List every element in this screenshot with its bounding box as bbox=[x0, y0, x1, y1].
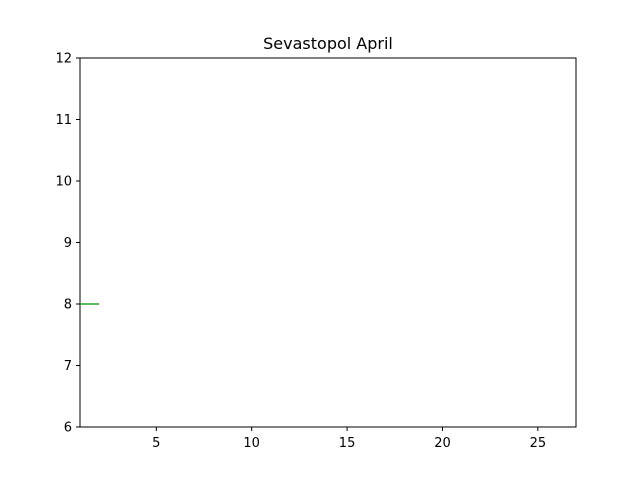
y-tick-label: 12 bbox=[55, 52, 72, 67]
x-tick-label: 20 bbox=[434, 436, 451, 451]
y-tick-label: 8 bbox=[64, 298, 72, 313]
x-tick-label: 5 bbox=[152, 436, 160, 451]
y-tick-label: 9 bbox=[64, 236, 72, 251]
x-axis: 5 10 15 20 25 bbox=[152, 427, 546, 451]
y-tick-label: 7 bbox=[64, 359, 72, 374]
x-tick-label: 10 bbox=[243, 436, 260, 451]
y-tick-label: 11 bbox=[55, 113, 72, 128]
y-axis: 6 7 8 9 10 11 12 bbox=[55, 52, 80, 436]
y-tick-label: 6 bbox=[64, 421, 72, 436]
x-tick-label: 15 bbox=[339, 436, 356, 451]
y-tick-label: 10 bbox=[55, 175, 72, 190]
plot-area-frame bbox=[79, 57, 577, 428]
x-tick-label: 25 bbox=[530, 436, 547, 451]
chart-title: Sevastopol April bbox=[263, 34, 393, 53]
